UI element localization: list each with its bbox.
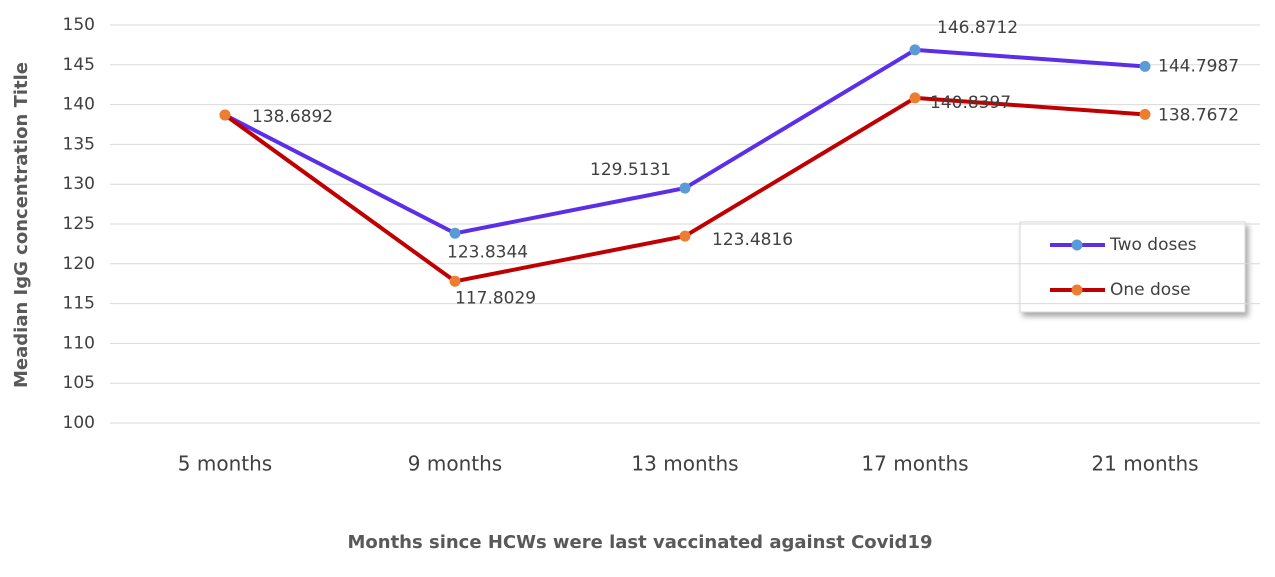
y-tick-label: 145	[63, 55, 95, 75]
series-line	[224, 47, 1146, 236]
legend-marker	[1071, 284, 1083, 296]
y-tick-label: 115	[63, 294, 95, 314]
x-tick-label: 13 months	[631, 452, 738, 476]
y-tick-label: 125	[63, 214, 95, 234]
y-tick-label: 130	[63, 174, 95, 194]
x-tick-label: 9 months	[408, 452, 502, 476]
data-label: 129.5131	[590, 160, 671, 180]
legend-marker	[1071, 239, 1083, 251]
y-tick-label: 105	[63, 373, 95, 393]
point	[909, 44, 921, 56]
y-tick-label: 135	[63, 134, 95, 154]
y-tick-label: 110	[63, 333, 95, 353]
data-label: 117.8029	[455, 288, 536, 308]
y-tick-label: 150	[63, 15, 95, 35]
point	[679, 182, 691, 194]
data-label: 123.4816	[712, 230, 793, 250]
x-tick-label: 21 months	[1091, 452, 1198, 476]
data-label: 123.8344	[447, 242, 528, 262]
x-tick-label: 5 months	[178, 452, 272, 476]
point	[219, 109, 231, 121]
point	[679, 230, 691, 242]
data-label: 138.6892	[252, 107, 333, 127]
point	[449, 275, 461, 287]
y-tick-label: 120	[63, 254, 95, 274]
point	[1139, 108, 1151, 120]
legend-label: Two doses	[1109, 235, 1197, 255]
data-label: 144.7987	[1158, 56, 1239, 76]
data-label: 138.7672	[1158, 105, 1239, 125]
point	[1139, 60, 1151, 72]
x-axis-title: Months since HCWs were last vaccinated a…	[347, 532, 932, 553]
data-label: 140.8397	[930, 93, 1011, 113]
point	[909, 92, 921, 104]
data-label: 146.8712	[937, 18, 1018, 38]
legend-box	[1019, 221, 1246, 313]
x-tick-label: 17 months	[861, 452, 968, 476]
point	[449, 227, 461, 239]
legend-label: One dose	[1110, 280, 1191, 300]
y-axis-title: Meadian IgG concentration Title	[11, 62, 32, 388]
y-tick-label: 140	[63, 95, 95, 115]
y-tick-label: 100	[63, 413, 95, 433]
